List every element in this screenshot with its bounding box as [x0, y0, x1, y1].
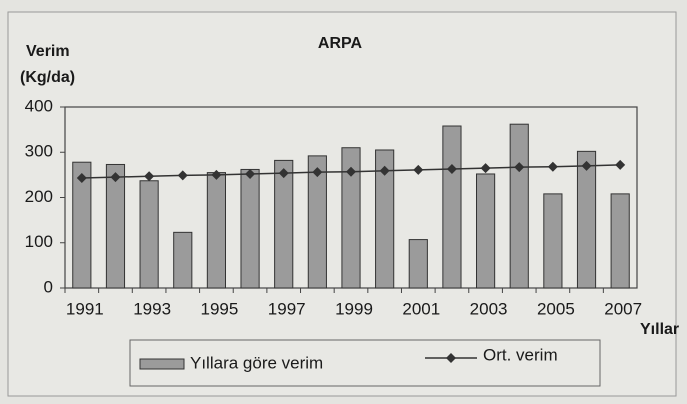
line-marker — [76, 173, 87, 184]
legend-label: Yıllara göre verim — [190, 353, 323, 372]
chart-title: ARPA — [318, 35, 363, 52]
line-marker — [514, 162, 525, 173]
legend-box — [129, 339, 601, 387]
line-marker — [446, 163, 457, 174]
bar — [105, 163, 126, 289]
bar — [375, 149, 395, 289]
x-tick-label: 1995 — [200, 299, 238, 318]
x-tick-label: 1993 — [133, 299, 171, 318]
line-marker — [581, 160, 592, 171]
line-marker — [144, 171, 155, 182]
bar — [139, 180, 159, 289]
y-tick-label: 300 — [25, 142, 53, 161]
line-marker — [480, 163, 491, 174]
line-marker — [278, 168, 289, 179]
bar — [240, 168, 260, 289]
bar — [274, 159, 294, 289]
x-tick-label: 1999 — [335, 299, 373, 318]
line-marker — [413, 164, 424, 175]
y-tick-label: 200 — [25, 187, 53, 206]
x-tick-label: 2003 — [470, 299, 508, 318]
bar — [442, 125, 462, 289]
line-marker — [211, 169, 222, 180]
y-axis-label: Verim — [26, 43, 70, 60]
bar — [72, 161, 92, 289]
line-marker — [547, 161, 558, 172]
bar — [509, 123, 529, 289]
y-axis-label: (Kg/da) — [20, 69, 75, 86]
x-tick-label: 2005 — [537, 299, 575, 318]
y-tick-label: 100 — [25, 232, 53, 251]
line-marker — [110, 172, 121, 183]
line-marker — [177, 170, 188, 181]
bar — [173, 231, 193, 289]
bar — [610, 193, 630, 289]
legend-label: Ort. verim — [483, 345, 558, 364]
legend-marker — [446, 353, 456, 363]
line-marker — [379, 165, 390, 176]
bar — [476, 173, 496, 289]
bar — [206, 172, 226, 289]
x-axis-label: Yıllar — [640, 321, 679, 338]
line-marker — [245, 168, 256, 179]
x-tick-label: 1997 — [268, 299, 306, 318]
bar — [543, 193, 563, 289]
bar — [341, 147, 361, 289]
bar — [408, 239, 428, 289]
y-tick-label: 400 — [25, 96, 53, 115]
line-marker — [615, 159, 626, 170]
legend-swatch — [139, 358, 185, 370]
y-tick-label: 0 — [44, 277, 53, 296]
bar — [307, 155, 327, 289]
x-tick-label: 2007 — [604, 299, 642, 318]
x-tick-label: 2001 — [402, 299, 440, 318]
line-marker — [346, 166, 356, 177]
line-marker — [312, 167, 323, 178]
bar — [576, 150, 597, 289]
x-tick-label: 1991 — [66, 299, 104, 318]
